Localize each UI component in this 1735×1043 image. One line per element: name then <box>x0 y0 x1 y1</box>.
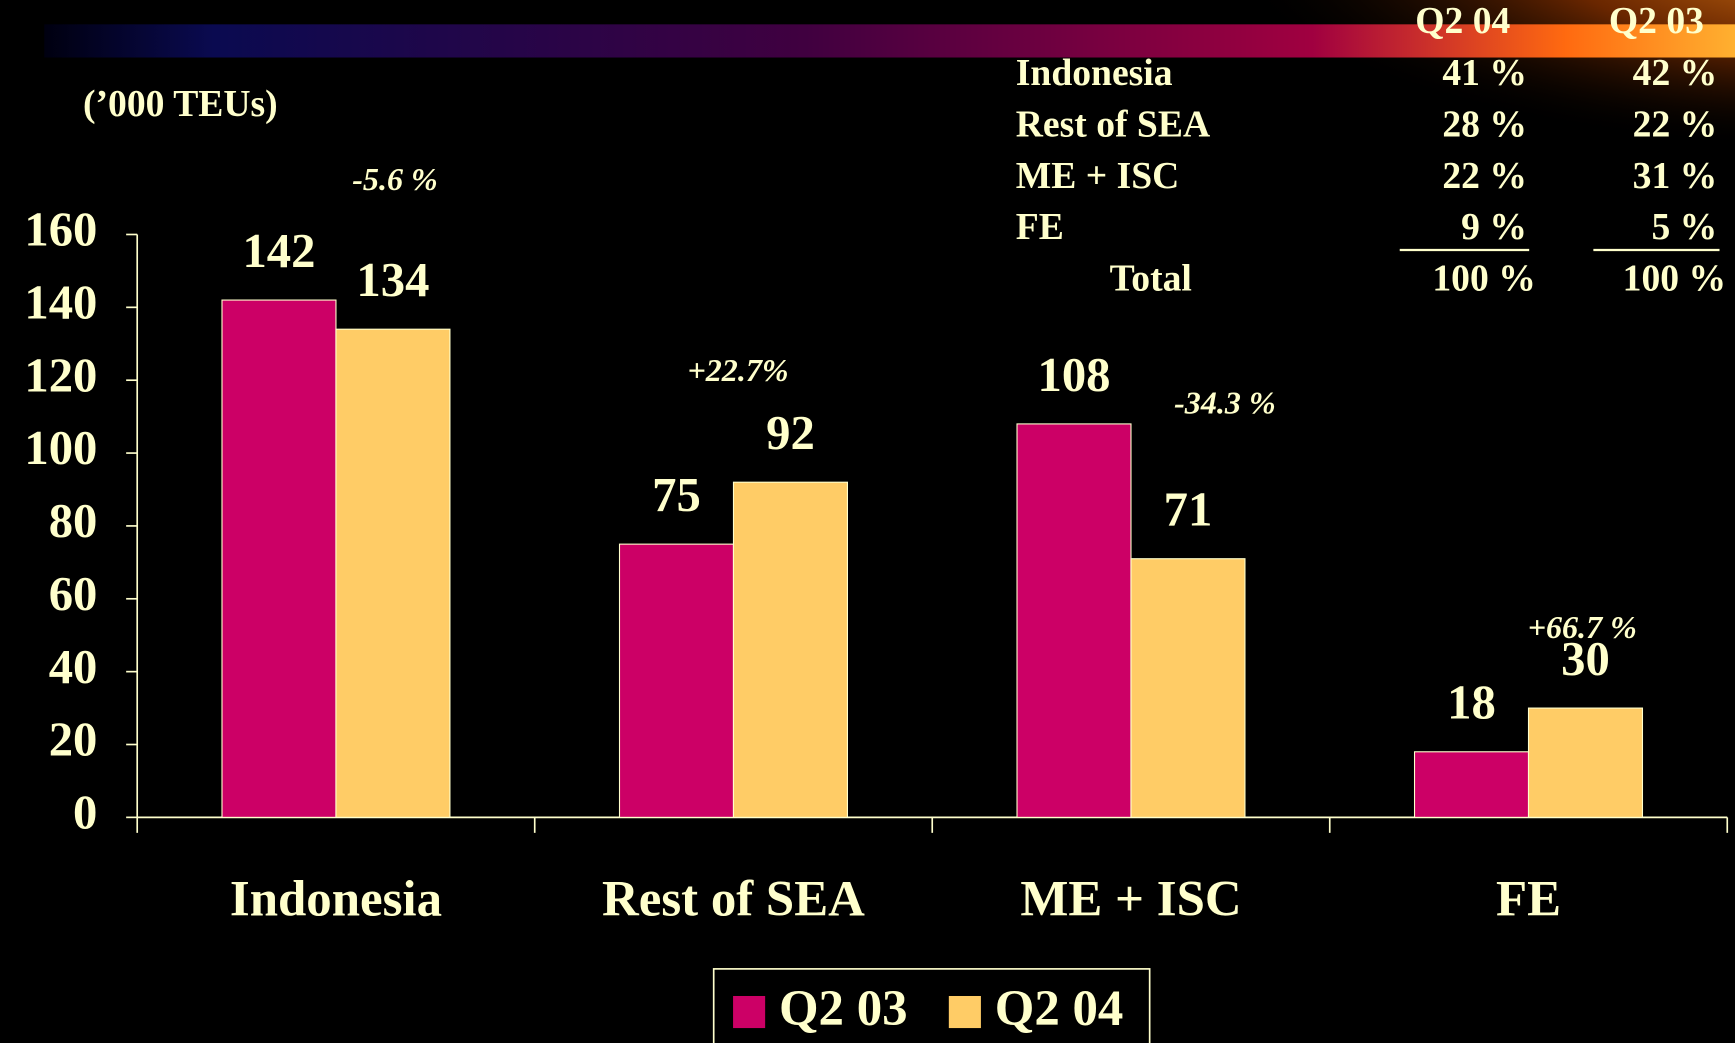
annotation: -34.3 % <box>1174 384 1276 420</box>
table-cell: 41 % <box>1442 52 1527 94</box>
legend-label: Q2 03 <box>779 981 908 1037</box>
y-tick-label: 40 <box>49 640 98 694</box>
annotation: +66.7 % <box>1528 609 1637 645</box>
bar <box>1413 751 1530 818</box>
legend-box <box>712 968 1151 1043</box>
y-tick-label: 100 <box>24 421 97 475</box>
value-label: 108 <box>1038 348 1111 402</box>
table-header: Q2 04 <box>1415 0 1510 42</box>
row-label: Indonesia <box>1016 52 1173 94</box>
bar <box>335 328 451 818</box>
annotation: +22.7% <box>687 352 788 388</box>
table-cell: 22 % <box>1633 103 1718 145</box>
table-cell: 31 % <box>1633 155 1718 197</box>
y-tick-label: 80 <box>49 494 98 548</box>
share-table: Q2 04 Q2 03 Indonesia 41 % 42 % Rest of SEA 28… <box>1016 0 1726 300</box>
row-label: FE <box>1016 206 1064 248</box>
y-tick-label: 140 <box>24 276 97 330</box>
value-label: 30 <box>1561 632 1610 686</box>
y-tick-label: 120 <box>24 348 97 402</box>
value-label: 142 <box>242 224 315 278</box>
table-cell: 9 % <box>1461 206 1527 248</box>
table-cell: 5 % <box>1651 206 1717 248</box>
total-cell: 100 % <box>1432 258 1535 300</box>
legend-label: Q2 04 <box>995 981 1124 1037</box>
bar <box>1527 707 1644 818</box>
value-label: 92 <box>766 406 815 460</box>
y-tick-label: 0 <box>73 786 97 840</box>
bar <box>732 481 848 818</box>
annotation: -5.6 % <box>352 161 438 197</box>
table-cell: 22 % <box>1442 155 1527 197</box>
title-band <box>44 24 1735 58</box>
legend-swatch <box>947 994 983 1030</box>
y-tick-label: 60 <box>49 567 98 621</box>
value-label: 134 <box>356 253 429 307</box>
row-label: Rest of SEA <box>1016 103 1210 145</box>
row-label: ME + ISC <box>1016 155 1180 197</box>
value-label: 18 <box>1447 676 1496 730</box>
x-tick-label: Indonesia <box>230 871 442 927</box>
x-tick-label: FE <box>1496 871 1561 927</box>
total-cell: 100 % <box>1623 258 1726 300</box>
table-cell: 28 % <box>1442 103 1527 145</box>
unit-label: (’000 TEUs) <box>83 83 278 125</box>
table-cell: 42 % <box>1633 52 1718 94</box>
x-tick-label: ME + ISC <box>1020 871 1241 927</box>
y-tick-label: 20 <box>49 713 98 767</box>
y-tick-label: 160 <box>24 203 97 257</box>
legend-swatch <box>731 994 767 1030</box>
bar <box>1130 558 1246 818</box>
bar <box>618 543 735 818</box>
value-label: 75 <box>652 468 701 522</box>
total-label: Total <box>1110 258 1192 300</box>
x-tick-label: Rest of SEA <box>602 871 865 927</box>
bar <box>1016 423 1132 818</box>
bar <box>221 299 337 818</box>
table-header: Q2 03 <box>1609 0 1704 42</box>
value-label: 71 <box>1164 483 1213 537</box>
